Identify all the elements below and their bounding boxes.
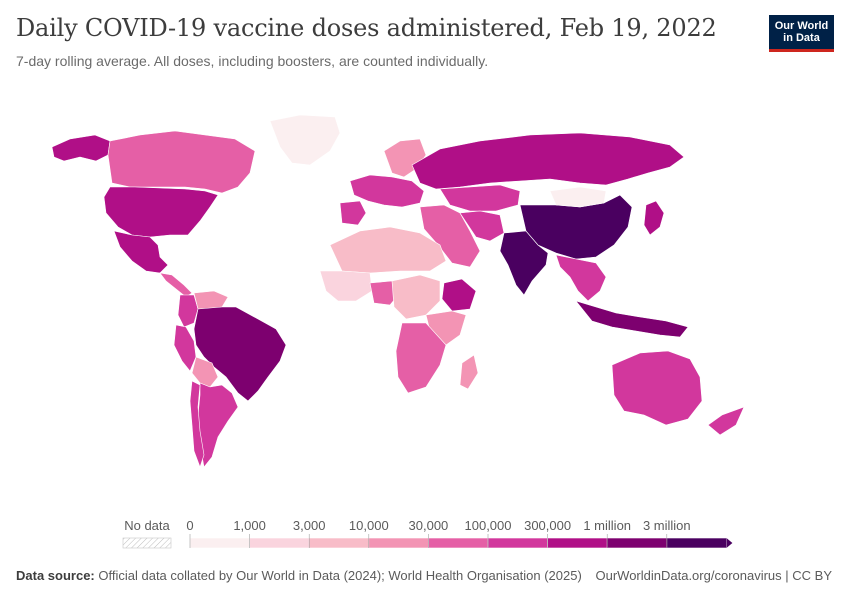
- country-chile[interactable]: [189, 380, 205, 468]
- legend-bin-1: [249, 537, 310, 549]
- country-kazakhstan[interactable]: [439, 184, 521, 212]
- country-western-europe[interactable]: [349, 174, 425, 208]
- country-australia[interactable]: [611, 350, 703, 426]
- country-central-america[interactable]: [159, 272, 193, 298]
- country-canada[interactable]: [107, 130, 256, 194]
- source-url[interactable]: OurWorldinData.org/coronavirus | CC BY: [595, 568, 832, 583]
- logo-line-1: Our World: [774, 20, 829, 32]
- data-source-label: Data source:: [16, 568, 95, 583]
- data-source-text: Official data collated by Our World in D…: [98, 568, 582, 583]
- country-ethiopia[interactable]: [441, 278, 477, 312]
- world-map[interactable]: [0, 95, 850, 495]
- country-greenland[interactable]: [269, 114, 341, 166]
- legend-no-data-swatch: [122, 537, 172, 549]
- data-source: Data source: Official data collated by O…: [16, 568, 582, 583]
- country-indonesia[interactable]: [575, 300, 689, 338]
- country-alaska[interactable]: [51, 134, 111, 162]
- legend-bin-8: [666, 537, 727, 549]
- country-new-zealand[interactable]: [707, 406, 745, 436]
- country-mexico[interactable]: [113, 230, 169, 274]
- legend-tick-label-0: 0: [186, 518, 193, 533]
- country-russia[interactable]: [411, 132, 685, 190]
- legend-bin-2: [308, 537, 370, 549]
- legend-bin-3: [368, 537, 429, 549]
- country-central-africa[interactable]: [391, 274, 441, 320]
- country-united-states[interactable]: [103, 186, 219, 238]
- legend-tick-label-2: 3,000: [293, 518, 326, 533]
- legend-bin-4: [428, 537, 489, 549]
- legend-arrow-tip: [726, 538, 733, 548]
- country-iberia[interactable]: [339, 200, 367, 226]
- legend-tick-label-7: 1 million: [583, 518, 631, 533]
- legend-tick-label-5: 100,000: [465, 518, 512, 533]
- country-southeast-asia[interactable]: [555, 254, 607, 302]
- country-west-africa[interactable]: [319, 270, 373, 302]
- country-southern-africa[interactable]: [395, 322, 447, 394]
- legend-tick-label-8: 3 million: [643, 518, 691, 533]
- country-brazil[interactable]: [193, 306, 287, 402]
- country-japan[interactable]: [643, 200, 665, 236]
- owid-logo[interactable]: Our World in Data: [769, 15, 834, 52]
- country-venezuela[interactable]: [193, 290, 229, 310]
- legend-no-data-label: No data: [124, 518, 170, 533]
- legend-tick-label-4: 30,000: [409, 518, 449, 533]
- legend-tick-label-1: 1,000: [233, 518, 266, 533]
- country-middle-east[interactable]: [419, 204, 481, 268]
- country-mongolia[interactable]: [549, 186, 607, 208]
- logo-line-2: in Data: [783, 32, 820, 44]
- legend-bin-0: [189, 537, 250, 549]
- legend-tick-label-6: 300,000: [524, 518, 571, 533]
- country-peru[interactable]: [173, 324, 197, 372]
- legend-tick-label-3: 10,000: [349, 518, 389, 533]
- color-legend: No data 0 1,000 3,000 10,000 30,000 100,000 30…: [122, 518, 733, 549]
- country-madagascar[interactable]: [459, 354, 479, 390]
- chart-title: Daily COVID-19 vaccine doses administere…: [16, 14, 717, 42]
- legend-bin-6: [547, 537, 608, 549]
- legend-bin-7: [606, 537, 668, 549]
- legend-bin-5: [487, 537, 548, 549]
- chart-subtitle: 7-day rolling average. All doses, includ…: [16, 53, 489, 69]
- country-colombia[interactable]: [177, 294, 199, 328]
